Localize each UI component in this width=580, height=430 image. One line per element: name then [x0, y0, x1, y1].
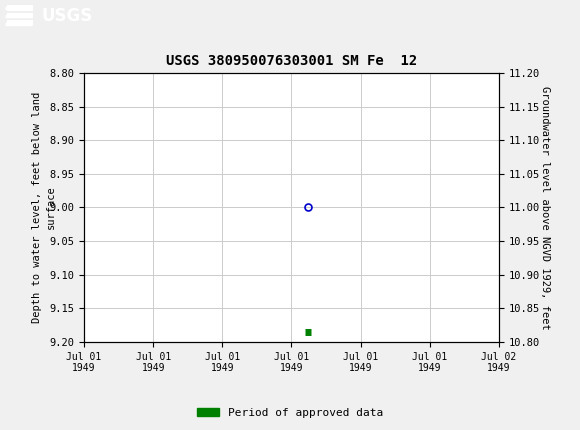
Text: USGS: USGS — [42, 7, 93, 25]
FancyBboxPatch shape — [7, 20, 33, 25]
Y-axis label: Groundwater level above NGVD 1929, feet: Groundwater level above NGVD 1929, feet — [541, 86, 550, 329]
FancyBboxPatch shape — [7, 12, 33, 18]
Legend: Period of approved data: Period of approved data — [193, 403, 387, 422]
Title: USGS 380950076303001 SM Fe  12: USGS 380950076303001 SM Fe 12 — [166, 54, 417, 68]
FancyBboxPatch shape — [7, 6, 33, 11]
Y-axis label: Depth to water level, feet below land
surface: Depth to water level, feet below land su… — [32, 92, 56, 323]
